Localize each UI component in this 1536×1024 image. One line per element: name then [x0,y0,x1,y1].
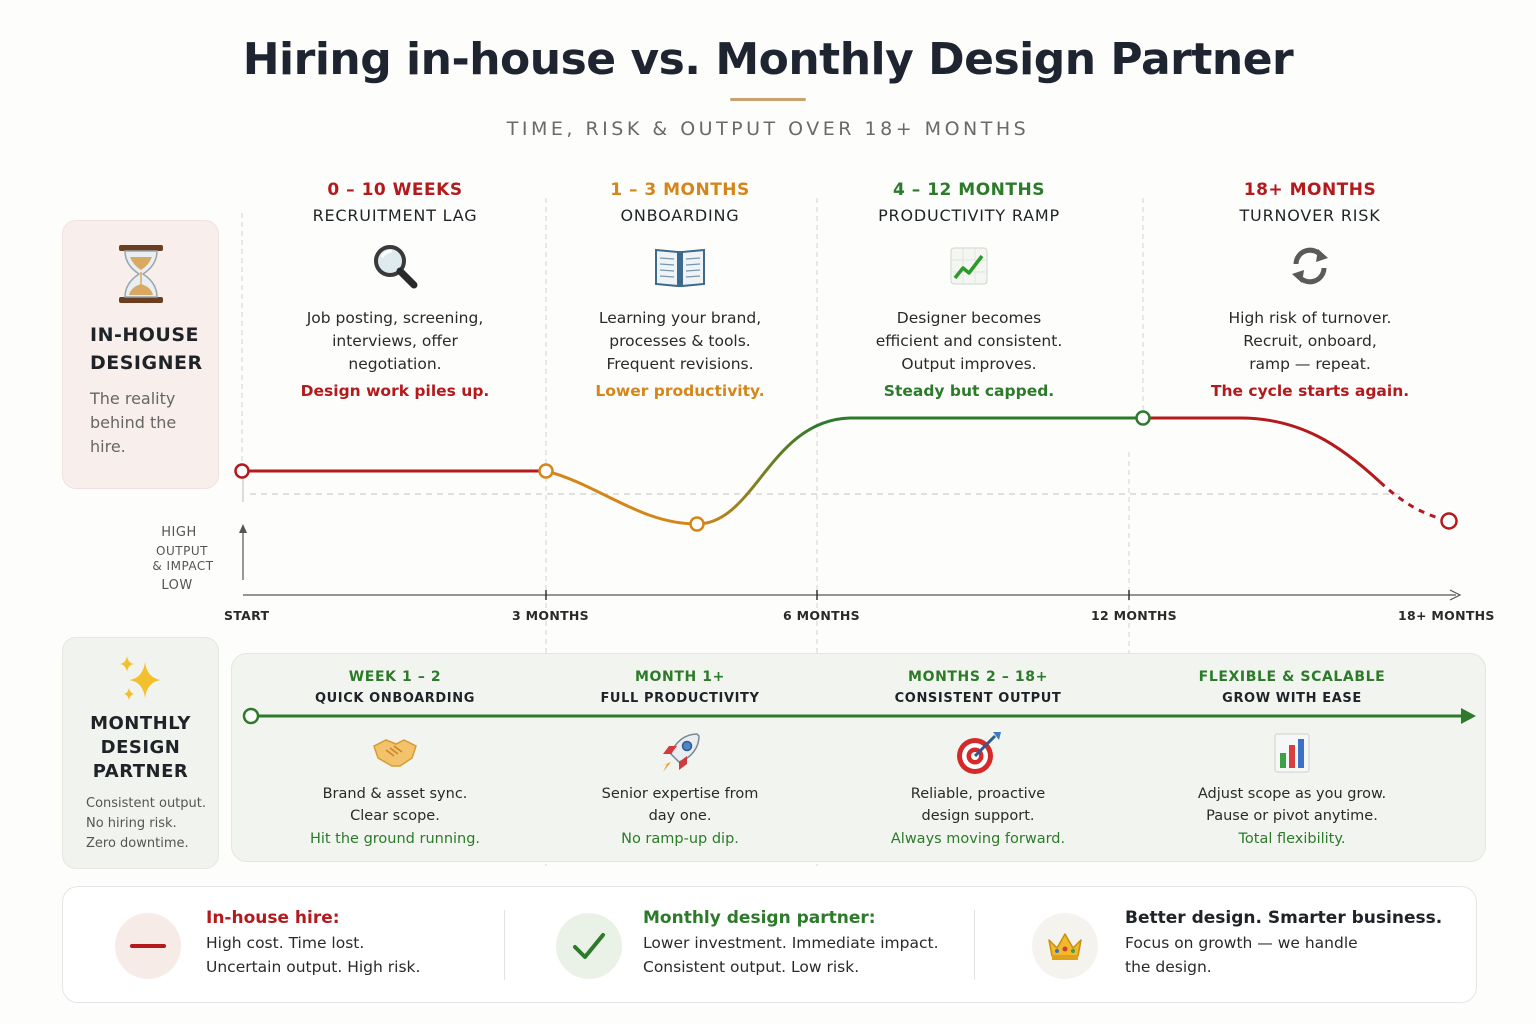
summary-bar: In-house hire: High cost. Time lost. Unc… [62,886,1477,1003]
x-label-12-months: 12 MONTHS [1091,608,1177,623]
partner-subtext: Consistent output. No hiring risk. Zero … [86,796,207,851]
x-label-6-months: 6 MONTHS [783,608,860,623]
phase-description: Designer becomes efficient and consisten… [875,309,1063,373]
column-range: MONTH 1+ [635,669,725,685]
summary-divider [504,910,505,980]
partner-column-consistent: MONTHS 2 – 18+ CONSISTENT OUTPUT [838,669,1118,706]
column-title: QUICK ONBOARDING [315,691,475,706]
column-range: MONTHS 2 – 18+ [908,669,1048,685]
column-title: GROW WITH EASE [1222,691,1362,706]
marker-start [234,463,250,479]
column-title: FULL PRODUCTIVITY [600,691,760,706]
column-note: Total flexibility. [1238,831,1346,847]
phase-note: The cycle starts again. [1210,382,1410,400]
partner-column-consistent-text: Reliable, proactive design support. Alwa… [838,783,1118,847]
phase-range: 0 – 10 WEEKS [327,180,463,200]
partner-start-marker [242,707,260,725]
crown-icon [1032,913,1098,979]
partner-column-onboarding: WEEK 1 – 2 QUICK ONBOARDING [255,669,535,706]
curve-onboarding [545,469,698,526]
phase-description: Job posting, screening, interviews, offe… [306,309,484,373]
phase-title: ONBOARDING [620,206,740,225]
output-curve-chart [234,410,1462,601]
magnifier-icon [245,239,545,293]
partner-column-productivity: MONTH 1+ FULL PRODUCTIVITY [540,669,820,706]
partner-arrow-head [1461,708,1476,724]
curve-turnover [1143,416,1382,484]
phase-onboarding: 1 – 3 MONTHS ONBOARDING Learning your br… [530,180,830,400]
inhouse-heading: IN-HOUSE DESIGNER [90,324,203,374]
rocket-icon [540,729,820,777]
x-label-start: START [224,608,270,623]
page-title: Hiring in-house vs. Monthly Design Partn… [242,34,1294,85]
marker-12-months [1135,410,1151,426]
phase-productivity: 4 – 12 MONTHS PRODUCTIVITY RAMP Designer… [819,180,1119,400]
handshake-icon [255,729,535,777]
partner-column-flexible-text: Adjust scope as you grow. Pause or pivot… [1152,783,1432,847]
phase-note: Design work piles up. [300,382,490,400]
summary-inhouse: In-house hire: High cost. Time lost. Unc… [206,908,421,976]
inhouse-card: IN-HOUSE DESIGNER The reality behind the… [62,220,219,489]
summary-divider [974,910,975,980]
check-icon [556,913,622,979]
phase-title: RECRUITMENT LAG [312,206,478,225]
phase-title: PRODUCTIVITY RAMP [878,206,1060,225]
cycle-arrows-icon [1160,239,1460,293]
phase-description: High risk of turnover. Recruit, onboard,… [1228,309,1392,373]
phase-turnover: 18+ MONTHS TURNOVER RISK High risk of tu… [1160,180,1460,400]
phase-recruitment: 0 – 10 WEEKS RECRUITMENT LAG Job posting… [245,180,545,400]
x-axis-arrow [1449,589,1462,601]
y-label-impact: & IMPACT [152,559,214,573]
inhouse-subtext: The reality behind the hire. [90,389,177,456]
y-label-output: OUTPUT [156,544,208,558]
summary-partner: Monthly design partner: Lower investment… [643,908,939,976]
summary-tagline: Better design. Smarter business. Focus o… [1125,908,1443,976]
phase-title: TURNOVER RISK [1239,206,1381,225]
column-note: Always moving forward. [890,831,1066,847]
x-label-18-months: 18+ MONTHS [1398,608,1495,623]
minus-icon [115,913,181,979]
partner-card: MONTHLY DESIGN PARTNER Consistent output… [62,637,219,869]
marker-dip [689,516,705,532]
chart-up-icon [819,239,1119,293]
column-range: WEEK 1 – 2 [348,669,442,685]
y-label-high: HIGH [161,525,197,540]
y-label-low: LOW [161,578,193,593]
phase-range: 1 – 3 MONTHS [610,180,750,200]
column-note: No ramp-up dip. [621,831,739,847]
phase-note: Lower productivity. [595,382,765,400]
sparkles-icon [115,654,169,710]
phase-range: 4 – 12 MONTHS [893,180,1045,200]
phase-note: Steady but capped. [883,382,1055,400]
hourglass-icon [113,243,169,309]
target-icon [838,729,1118,777]
column-note: Hit the ground running. [309,831,481,847]
partner-heading: MONTHLY DESIGN PARTNER [90,713,191,782]
phase-range: 18+ MONTHS [1243,180,1377,200]
partner-column-productivity-text: Senior expertise from day one. No ramp-u… [540,783,820,847]
partner-arrow [242,707,1476,725]
open-book-icon [530,239,830,293]
partner-column-flexible: FLEXIBLE & SCALABLE GROW WITH EASE [1152,669,1432,706]
partner-column-onboarding-text: Brand & asset sync. Clear scope. Hit the… [255,783,535,847]
column-title: CONSISTENT OUTPUT [894,691,1062,706]
curve-ramp [696,416,851,526]
marker-end [1440,512,1458,530]
marker-3-months [538,463,554,479]
bar-chart-icon [1152,729,1432,777]
title-underline [730,98,806,101]
y-axis-arrow [239,524,247,533]
column-range: FLEXIBLE & SCALABLE [1198,669,1386,685]
phase-description: Learning your brand, processes & tools. … [598,309,762,373]
x-label-3-months: 3 MONTHS [512,608,589,623]
page-subtitle: TIME, RISK & OUTPUT OVER 18+ MONTHS [506,118,1030,140]
